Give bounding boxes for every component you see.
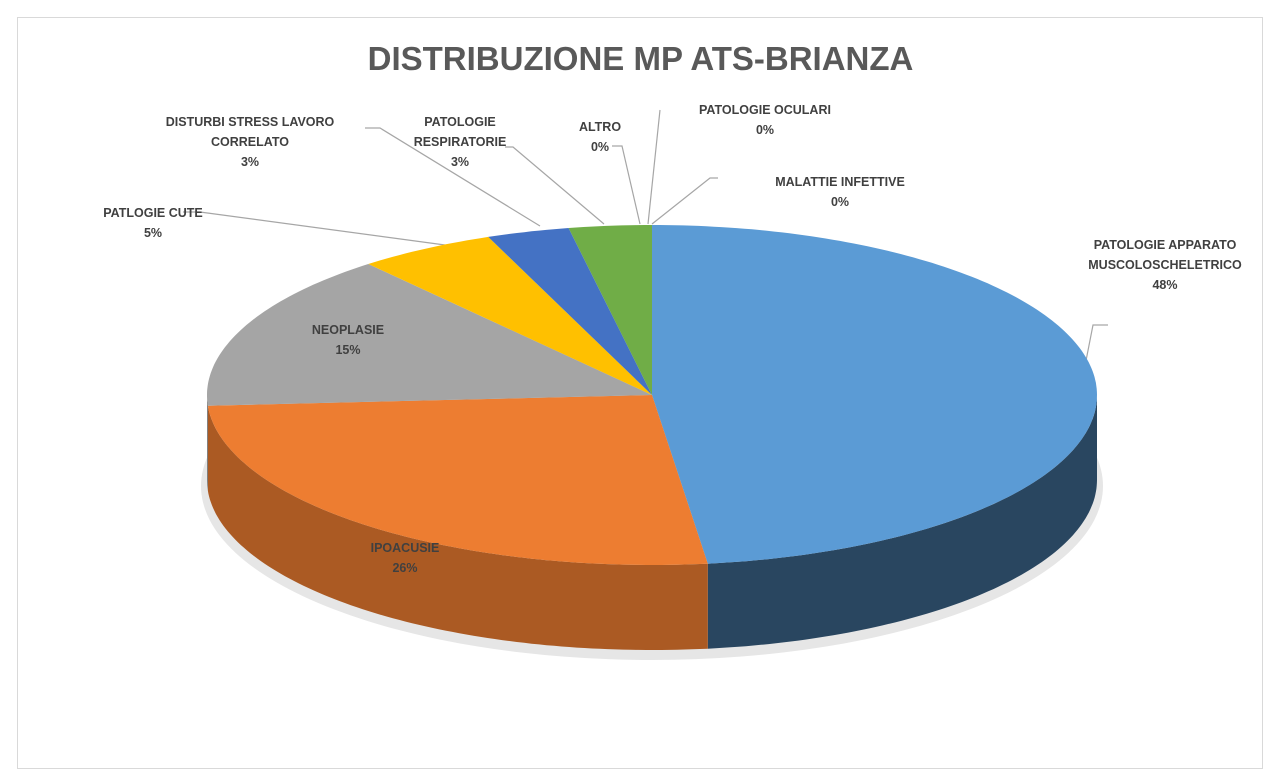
pie-slice-side — [707, 395, 1097, 649]
pie-slice-side — [207, 405, 708, 650]
category-label: PATOLOGIE APPARATO MUSCOLOSCHELETRICO — [1088, 238, 1242, 272]
percent-label: 0% — [755, 123, 775, 137]
pie-slice — [652, 225, 1097, 564]
percent-label: 5% — [143, 226, 163, 240]
data-label: IPOACUSIE 26% — [330, 538, 480, 578]
data-label: PATOLOGIE RESPIRATORIE 3% — [405, 112, 515, 172]
category-label: PATOLOGIE RESPIRATORIE — [413, 115, 507, 149]
data-label: PATOLOGIE OCULARI 0% — [675, 100, 855, 140]
category-label: NEOPLASIE — [311, 323, 385, 337]
percent-label: 3% — [240, 155, 260, 169]
category-label: PATOLOGIE OCULARI — [699, 103, 831, 117]
pie-slice — [207, 395, 708, 565]
data-label: MALATTIE INFETTIVE 0% — [740, 172, 940, 212]
category-label: MALATTIE INFETTIVE — [775, 175, 905, 189]
pie-slice-side — [207, 395, 208, 491]
chart-frame — [17, 17, 1263, 769]
percent-label: 15% — [335, 343, 361, 357]
leader-line — [505, 146, 605, 225]
pie-slice — [488, 228, 652, 395]
category-label: IPOACUSIE — [370, 541, 440, 555]
category-label: ALTRO — [578, 120, 622, 134]
category-label: DISTURBI STRESS LAVORO CORRELATO — [165, 115, 335, 149]
leader-line — [651, 177, 718, 225]
percent-label: 0% — [830, 195, 850, 209]
category-label: PATLOGIE CUTE — [103, 206, 203, 220]
percent-label: 26% — [392, 561, 418, 575]
percent-label: 0% — [590, 140, 610, 154]
chart-title: DISTRIBUZIONE MP ATS-BRIANZA — [367, 40, 914, 77]
percent-label: 3% — [450, 155, 470, 169]
leader-line — [365, 127, 541, 227]
data-label: PATLOGIE CUTE 5% — [78, 203, 228, 243]
data-label: PATOLOGIE APPARATO MUSCOLOSCHELETRICO 48% — [1065, 235, 1265, 295]
leader-line — [183, 211, 446, 246]
pie-slice — [368, 236, 652, 395]
data-label: ALTRO 0% — [560, 117, 640, 157]
data-label: DISTURBI STRESS LAVORO CORRELATO 3% — [150, 112, 350, 172]
pie-slice — [207, 264, 652, 406]
pie-slice — [568, 225, 652, 395]
percent-label: 48% — [1152, 278, 1178, 292]
pie — [201, 225, 1103, 660]
leader-line — [612, 145, 641, 225]
leader-line — [647, 109, 661, 225]
data-label: NEOPLASIE 15% — [273, 320, 423, 360]
